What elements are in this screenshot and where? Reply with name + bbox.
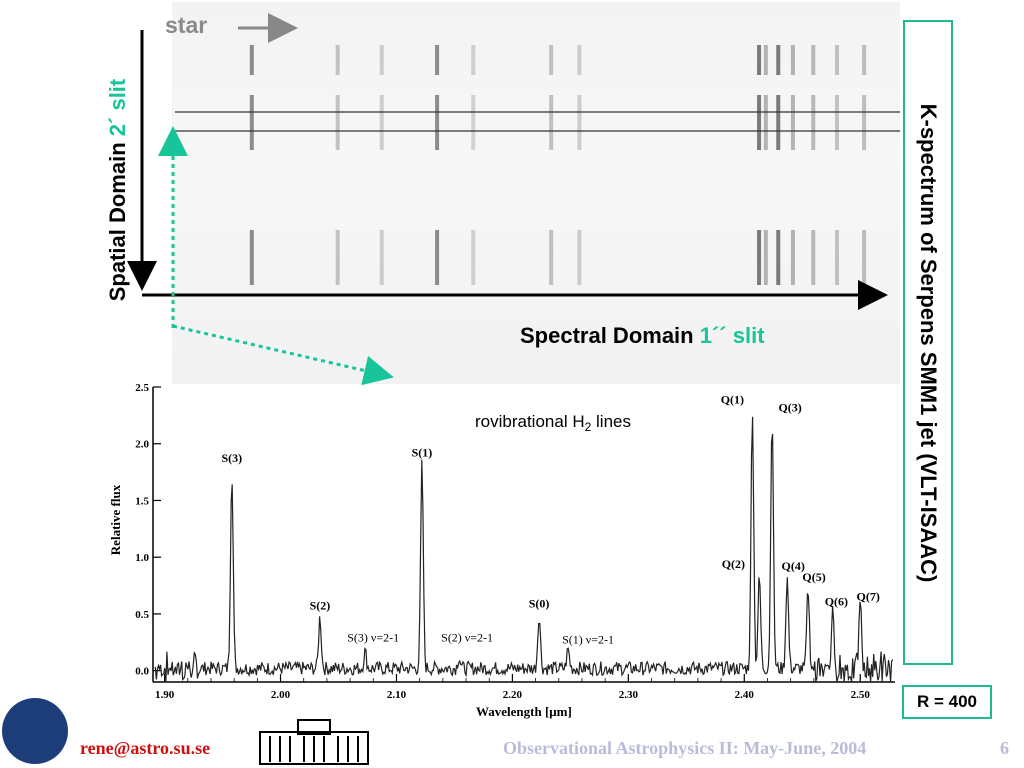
emission-line-label: S(3) <box>222 451 243 465</box>
image-emission-streak <box>435 230 440 285</box>
emission-line-label: Q(1) <box>721 393 744 407</box>
spectral-slit-text: 1´´ slit <box>699 323 765 348</box>
x-tick-label: 2.30 <box>619 689 639 701</box>
emission-line-label: S(2) ν=2-1 <box>441 630 493 644</box>
green-dotted-arrow-diagonal <box>172 324 394 386</box>
emission-line-label: Q(2) <box>722 557 745 571</box>
x-tick-label: 2.10 <box>387 689 407 701</box>
y-tick-label: 2.5 <box>135 382 149 394</box>
image-emission-streak <box>757 95 762 150</box>
image-emission-streak <box>763 230 768 285</box>
emission-line-label: Q(6) <box>825 595 848 609</box>
x-ticks: 1.90 2.00 2.10 2.20 2.30 2.40 2.50 <box>155 674 870 701</box>
image-emission-streak <box>335 45 340 75</box>
y-tick-label: 1.5 <box>135 495 149 507</box>
image-emission-streak <box>435 45 440 75</box>
footer-course: Observational Astrophysics II: May-June,… <box>503 738 867 758</box>
image-emission-streak <box>763 45 768 75</box>
spectral-domain-text: Spectral Domain <box>520 323 694 348</box>
y-tick-label: 0.0 <box>135 666 149 678</box>
y-axis-label: Relative flux <box>108 484 123 555</box>
image-streaks <box>249 45 867 285</box>
image-emission-streak <box>577 230 582 285</box>
image-emission-streak <box>435 95 440 150</box>
image-emission-streak <box>379 95 384 150</box>
image-emission-streak <box>811 45 816 75</box>
emission-line-label: S(3) ν=2-1 <box>347 631 399 645</box>
emission-line-label: Q(5) <box>802 570 825 584</box>
emission-line-label: Q(3) <box>778 400 801 414</box>
image-emission-streak <box>379 45 384 75</box>
image-emission-streak <box>862 230 867 285</box>
image-emission-streak <box>763 95 768 150</box>
x-tick-label: 2.50 <box>851 689 871 701</box>
emission-line-label: Q(7) <box>857 589 880 603</box>
image-emission-streak <box>776 45 781 75</box>
x-tick-label: 2.20 <box>503 689 523 701</box>
image-emission-streak <box>757 230 762 285</box>
image-emission-streak <box>549 95 554 150</box>
image-emission-streak <box>577 45 582 75</box>
emission-line-label: S(2) <box>310 599 331 613</box>
spectral-domain-label: Spectral Domain 1´´ slit <box>520 323 765 349</box>
footer-email: rene@astro.su.se <box>80 738 211 758</box>
university-seal-logo <box>2 698 68 764</box>
image-emission-streak <box>790 230 795 285</box>
image-emission-streak <box>776 230 781 285</box>
observatory-building-logo <box>259 719 369 765</box>
image-emission-streak <box>549 45 554 75</box>
resolution-box: R = 400 <box>902 685 992 719</box>
image-emission-streak <box>471 230 476 285</box>
emission-line-label: S(0) <box>529 596 550 610</box>
image-emission-streak <box>249 45 254 75</box>
image-emission-streak <box>862 45 867 75</box>
emission-line-label: S(1) ν=2-1 <box>562 632 614 646</box>
image-emission-streak <box>790 45 795 75</box>
image-emission-streak <box>249 95 254 150</box>
y-tick-label: 2.0 <box>135 439 149 451</box>
image-emission-streak <box>776 95 781 150</box>
image-emission-streak <box>862 95 867 150</box>
x-tick-label: 1.90 <box>155 689 175 701</box>
x-tick-label: 2.00 <box>271 689 291 701</box>
x-tick-label: 2.40 <box>735 689 755 701</box>
y-tick-label: 1.0 <box>135 552 149 564</box>
image-emission-streak <box>471 45 476 75</box>
image-emission-streak <box>335 95 340 150</box>
y-ticks: 0.0 0.5 1.0 1.5 2.0 2.5 <box>135 382 161 678</box>
line-labels: S(3) S(2) S(3) ν=2-1 S(1) S(2) ν=2-1 S(0) S(1)… <box>222 393 880 647</box>
page-number: 6 <box>1000 738 1009 758</box>
chart-background <box>153 387 895 687</box>
image-emission-streak <box>811 95 816 150</box>
image-emission-streak <box>834 230 839 285</box>
chart-title: rovibrational H2 lines <box>475 412 631 434</box>
title-box: K-spectrum of Serpens SMM1 jet (VLT-ISAA… <box>903 20 953 665</box>
x-axis-label: Wavelength [μm] <box>476 704 572 719</box>
image-emission-streak <box>834 95 839 150</box>
spectrum-series-line <box>154 416 894 684</box>
image-emission-streak <box>811 230 816 285</box>
image-emission-streak <box>249 230 254 285</box>
image-emission-streak <box>549 230 554 285</box>
image-emission-streak <box>790 95 795 150</box>
star-label: star <box>165 12 208 38</box>
y-tick-label: 0.5 <box>135 609 149 621</box>
image-emission-streak <box>757 45 762 75</box>
image-emission-streak <box>335 230 340 285</box>
image-emission-streak <box>379 230 384 285</box>
image-emission-streak <box>471 95 476 150</box>
image-emission-streak <box>834 45 839 75</box>
emission-line-label: S(1) <box>412 445 433 459</box>
emission-line-label: Q(4) <box>782 559 805 573</box>
image-emission-streak <box>577 95 582 150</box>
